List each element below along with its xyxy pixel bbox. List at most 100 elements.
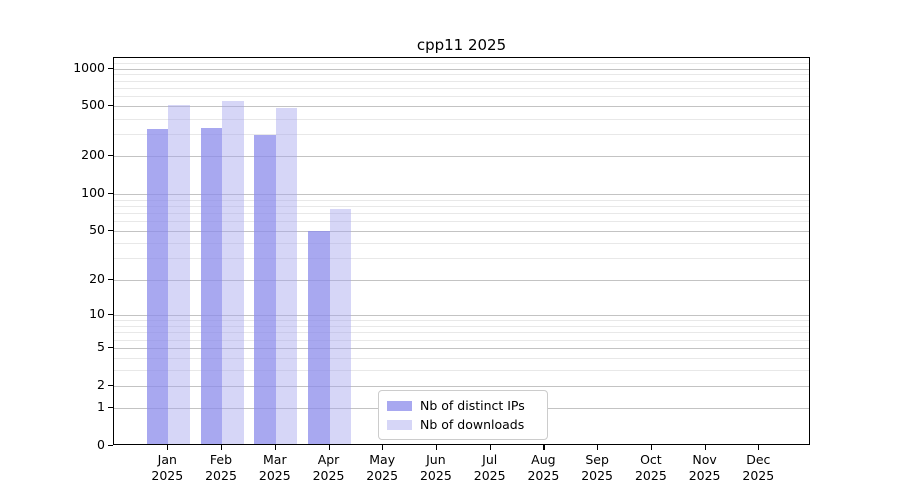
- legend: Nb of distinct IPs Nb of downloads: [378, 390, 548, 440]
- y-minor-gridline-3: [114, 370, 809, 372]
- y-gridline-5: [114, 348, 809, 350]
- x-tick-mark-jul: [489, 445, 491, 450]
- x-tick-mark-apr: [328, 445, 330, 450]
- y-gridline-50: [114, 231, 809, 233]
- y-minor-gridline-90: [114, 199, 809, 201]
- x-tick-year: 2025: [205, 468, 237, 483]
- y-minor-gridline-60: [114, 221, 809, 223]
- x-tick-year: 2025: [634, 468, 667, 483]
- x-tick-label-aug: Aug 2025: [508, 452, 578, 484]
- y-tick-label-500: 500: [81, 97, 105, 113]
- bar-nb-of-distinct-ips-jan: [146, 128, 169, 444]
- y-minor-gridline-80: [114, 205, 809, 207]
- y-tick-mark-1: [108, 407, 113, 409]
- x-tick-mark-aug: [543, 445, 545, 450]
- x-tick-month: Sep: [585, 452, 609, 467]
- y-minor-gridline-600: [114, 96, 809, 98]
- x-tick-month: Mar: [263, 452, 287, 467]
- y-tick-label-2: 2: [97, 377, 105, 392]
- legend-item-nb-of-distinct-ips: Nb of distinct IPs: [387, 396, 539, 415]
- y-minor-gridline-6: [114, 339, 809, 341]
- y-tick-mark-200: [108, 155, 113, 157]
- bar-nb-of-distinct-ips-apr: [308, 231, 330, 444]
- y-tick-label-0: 0: [97, 437, 105, 452]
- bar-nb-of-downloads-mar: [275, 107, 298, 444]
- y-minor-gridline-300: [114, 134, 809, 136]
- y-minor-gridline-8: [114, 325, 809, 327]
- y-minor-gridline-70: [114, 213, 809, 215]
- legend-label-nb-of-distinct-ips: Nb of distinct IPs: [420, 398, 525, 413]
- y-minor-gridline-9: [114, 320, 809, 322]
- legend-swatch-nb-of-distinct-ips: [387, 400, 412, 411]
- x-tick-month: Nov: [692, 452, 717, 467]
- x-tick-month: May: [369, 452, 396, 467]
- x-tick-label-mar: Mar 2025: [240, 452, 310, 484]
- x-tick-label-sep: Sep 2025: [562, 452, 632, 484]
- y-tick-mark-5: [108, 347, 113, 349]
- y-minor-gridline-30: [114, 258, 809, 260]
- y-minor-gridline-400: [114, 118, 809, 120]
- y-tick-label-100: 100: [81, 184, 105, 200]
- x-tick-month: Oct: [640, 452, 662, 467]
- bar-nb-of-distinct-ips-mar: [254, 134, 276, 444]
- x-tick-year: 2025: [419, 468, 452, 483]
- plot-area: [113, 57, 810, 445]
- bar-nb-of-downloads-feb: [222, 101, 244, 444]
- y-gridline-200: [114, 156, 809, 158]
- bar-nb-of-distinct-ips-feb: [200, 128, 222, 444]
- bar-nb-of-downloads-jan: [168, 105, 190, 444]
- y-tick-label-5: 5: [97, 339, 105, 355]
- y-tick-label-50: 50: [89, 222, 105, 238]
- chart-title: cpp11 2025: [416, 36, 507, 54]
- y-minor-gridline-7: [114, 332, 809, 334]
- legend-label-nb-of-downloads: Nb of downloads: [420, 417, 525, 432]
- x-tick-label-nov: Nov 2025: [670, 452, 740, 484]
- x-tick-mark-jun: [435, 445, 438, 450]
- x-tick-year: 2025: [473, 468, 506, 483]
- y-gridline-500: [114, 106, 809, 108]
- y-gridline-100: [114, 193, 809, 195]
- y-gridline-1000: [114, 68, 809, 70]
- x-tick-label-feb: Feb 2025: [186, 452, 256, 484]
- x-tick-month: Feb: [209, 452, 233, 467]
- x-tick-year: 2025: [312, 468, 345, 483]
- x-tick-label-jan: Jan 2025: [132, 452, 202, 484]
- legend-item-nb-of-downloads: Nb of downloads: [387, 415, 539, 434]
- bar-nb-of-downloads-apr: [329, 208, 351, 444]
- x-tick-month: Jan: [157, 452, 177, 467]
- y-gridline-10: [114, 315, 809, 316]
- y-minor-gridline-1100: [114, 63, 809, 65]
- y-gridline-2: [114, 386, 809, 387]
- y-tick-mark-20: [108, 278, 113, 280]
- x-tick-month: Aug: [531, 452, 556, 467]
- y-minor-gridline-900: [114, 74, 809, 76]
- x-tick-mark-mar: [274, 445, 276, 450]
- y-tick-label-10: 10: [89, 306, 105, 321]
- y-tick-mark-500: [108, 105, 113, 107]
- x-tick-mark-dec: [758, 445, 760, 450]
- x-tick-label-may: May 2025: [347, 452, 417, 484]
- x-tick-mark-jan: [167, 445, 169, 450]
- x-tick-year: 2025: [258, 468, 291, 483]
- x-tick-mark-may: [382, 445, 384, 450]
- x-tick-label-oct: Oct 2025: [616, 452, 686, 484]
- y-tick-label-1000: 1000: [73, 59, 105, 75]
- x-tick-year: 2025: [688, 468, 721, 483]
- x-tick-mark-nov: [704, 445, 706, 450]
- y-minor-gridline-800: [114, 80, 809, 82]
- x-tick-year: 2025: [581, 468, 613, 483]
- x-tick-mark-oct: [650, 445, 653, 450]
- x-tick-year: 2025: [742, 468, 775, 483]
- x-tick-label-jul: Jul 2025: [455, 452, 525, 484]
- y-tick-mark-100: [108, 192, 113, 194]
- y-tick-mark-1000: [108, 67, 113, 69]
- x-tick-month: Jul: [482, 452, 498, 467]
- x-tick-month: Dec: [746, 452, 771, 467]
- x-tick-month: Jun: [426, 452, 446, 467]
- y-tick-mark-2: [108, 385, 113, 387]
- y-tick-label-200: 200: [81, 147, 105, 163]
- x-tick-year: 2025: [527, 468, 560, 483]
- x-tick-month: Apr: [317, 452, 340, 467]
- y-tick-mark-0: [108, 445, 113, 447]
